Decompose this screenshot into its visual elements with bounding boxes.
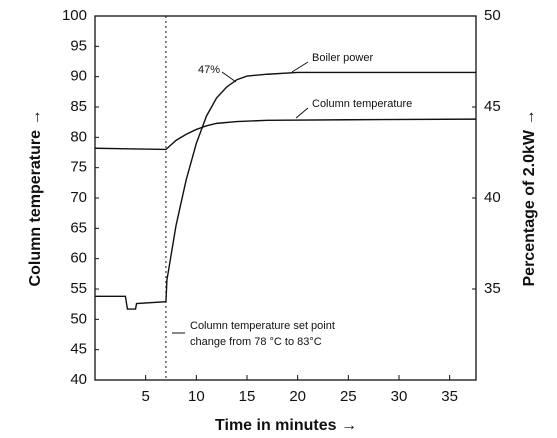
y2-tick-label: 45 [484,98,501,115]
y2-tick-label: 40 [484,189,501,206]
series-line [94,118,477,151]
leader [221,71,237,83]
x-tick-label: 35 [441,388,458,405]
x-tick-label: 5 [141,388,149,405]
y-tick-label: 100 [62,7,87,24]
x-tick-label: 30 [391,388,408,405]
series-line [95,71,476,310]
y-axis-label: Column temperature → [27,110,44,287]
y-tick-label: 55 [70,280,87,297]
y-tick-label: 75 [70,159,87,176]
x-tick-label: 25 [340,388,357,405]
y-tick-label: 70 [70,189,87,206]
series-label: Boiler power [312,52,373,64]
leader [295,107,309,119]
x-axis-label: Time in minutes → [215,417,357,434]
annotation: 47% [198,64,220,76]
y2-tick-label: 35 [484,280,501,297]
annotation: change from 78 °C to 83°C [190,336,322,348]
y-tick-label: 80 [70,128,87,145]
y-tick-label: 85 [70,98,87,115]
y-tick-label: 40 [70,371,87,388]
y-tick-label: 95 [70,37,87,54]
series-label: Column temperature [312,98,412,110]
y-tick-label: 60 [70,250,87,267]
leader [291,61,309,73]
y2-tick-label: 50 [484,7,501,24]
y-tick-label: 50 [70,310,87,327]
x-tick-label: 10 [188,388,205,405]
x-tick-label: 20 [289,388,306,405]
y-tick-label: 90 [70,68,87,85]
y-tick-label: 45 [70,341,87,358]
annotation: Column temperature set point [190,320,335,332]
x-tick-label: 15 [239,388,256,405]
y2-axis-label: Percentage of 2.0kW → [521,110,538,287]
y-tick-label: 65 [70,219,87,236]
